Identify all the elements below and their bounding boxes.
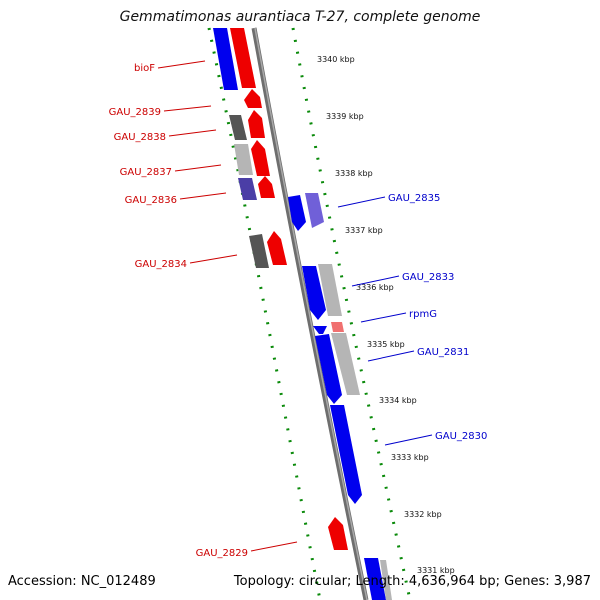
outer-ruler — [291, 27, 412, 600]
gene-label-GAU_2839: GAU_2839 — [109, 107, 161, 118]
tick-label: 3338 kbp — [335, 169, 373, 178]
genome-backbone — [251, 27, 369, 600]
gene-GAU_2833-blue — [302, 266, 326, 320]
gene-GAU_2828 — [364, 558, 386, 600]
gene-GAU_2839 — [244, 89, 262, 108]
gene-label-GAU_2837: GAU_2837 — [120, 167, 172, 178]
gene-GAU_2837-grey — [234, 144, 253, 175]
tick-label: 3339 kbp — [326, 112, 364, 121]
gene-GAU_2833 — [318, 264, 342, 316]
gene-label-bioF: bioF — [134, 63, 155, 74]
gene-rpmG-red — [331, 322, 344, 332]
genome-backbone-highlight — [254, 27, 368, 600]
gene-bioF-blue — [213, 28, 238, 90]
gene-GAU_2828-grey — [380, 560, 392, 600]
reverse-gene-labels: bioF GAU_2839 GAU_2838 GAU_2837 GAU_2836… — [109, 60, 298, 559]
accession-text: Accession: NC_012489 — [8, 574, 156, 589]
gene-GAU_2835-violet — [305, 193, 324, 228]
leader-line — [163, 105, 212, 112]
tick-label: 3335 kbp — [367, 340, 405, 349]
leader-line — [174, 164, 222, 172]
tick-label: 3332 kbp — [404, 510, 442, 519]
gene-label-GAU_2838: GAU_2838 — [114, 132, 166, 143]
gene-GAU_2838 — [248, 110, 265, 138]
gene-GAU_2838-grey — [229, 115, 247, 140]
gene-GAU_2834-grey — [249, 234, 269, 268]
tick-labels: 3340 kbp 3339 kbp 3338 kbp 3337 kbp 3336… — [317, 55, 455, 575]
gene-GAU_2837 — [251, 140, 270, 176]
reverse-strand-genes — [213, 28, 348, 550]
leader-line — [157, 60, 206, 69]
gene-label-GAU_2835: GAU_2835 — [388, 193, 440, 204]
map-title: Gemmatimonas aurantiaca T-27, complete g… — [119, 9, 481, 25]
tick-label: 3333 kbp — [391, 453, 429, 462]
gene-GAU_2830 — [330, 405, 362, 504]
leader-line — [179, 192, 227, 200]
gene-label-GAU_2829: GAU_2829 — [196, 548, 248, 559]
gene-GAU_2831 — [315, 334, 342, 404]
leader-line — [360, 312, 407, 323]
leader-line — [367, 350, 415, 362]
inner-ruler — [207, 27, 322, 600]
tick-label: 3331 kbp — [417, 566, 455, 575]
gene-label-GAU_2833: GAU_2833 — [402, 272, 454, 283]
topology-text: Topology: circular; Length: 4,636,964 bp… — [233, 574, 591, 589]
gene-bioF — [230, 28, 256, 88]
tick-label: 3340 kbp — [317, 55, 355, 64]
leader-line — [168, 129, 217, 137]
gene-label-GAU_2836: GAU_2836 — [125, 195, 177, 206]
gene-GAU_2836 — [258, 176, 275, 198]
gene-GAU_2834 — [267, 231, 287, 265]
forward-gene-labels: GAU_2835 GAU_2833 rpmG GAU_2831 GAU_2830 — [337, 193, 487, 446]
leader-line — [250, 541, 298, 552]
gene-rpmG — [313, 326, 327, 334]
leader-line — [337, 196, 386, 208]
gene-GAU_2835 — [288, 195, 306, 231]
leader-line — [384, 434, 433, 446]
gene-GAU_2831-grey — [331, 333, 360, 395]
tick-label: 3336 kbp — [356, 283, 394, 292]
gene-label-GAU_2834: GAU_2834 — [135, 259, 187, 270]
gene-label-rpmG: rpmG — [409, 309, 437, 320]
gene-GAU_2836-purple — [238, 178, 257, 200]
gene-GAU_2829 — [328, 517, 348, 550]
gene-label-GAU_2831: GAU_2831 — [417, 347, 469, 358]
tick-label: 3334 kbp — [379, 396, 417, 405]
forward-strand-genes — [288, 193, 392, 600]
gene-label-GAU_2830: GAU_2830 — [435, 431, 487, 442]
leader-line — [351, 275, 400, 287]
tick-label: 3337 kbp — [345, 226, 383, 235]
leader-line — [189, 254, 238, 264]
